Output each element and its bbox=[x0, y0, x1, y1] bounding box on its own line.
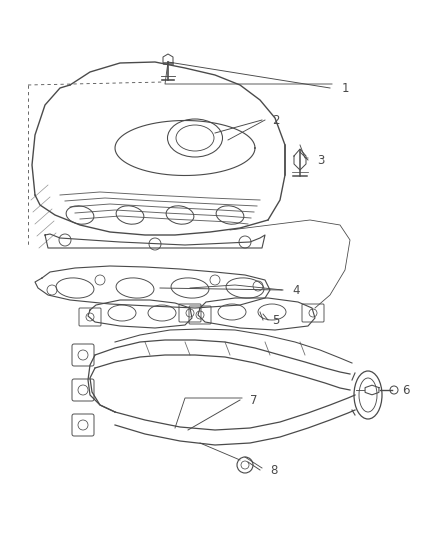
Text: 1: 1 bbox=[342, 82, 350, 94]
Text: 3: 3 bbox=[317, 154, 325, 166]
Text: 2: 2 bbox=[272, 114, 279, 126]
Text: 5: 5 bbox=[272, 313, 279, 327]
Text: 7: 7 bbox=[250, 393, 258, 407]
Text: 8: 8 bbox=[270, 464, 277, 477]
Text: 6: 6 bbox=[402, 384, 410, 397]
Text: 4: 4 bbox=[292, 284, 300, 296]
